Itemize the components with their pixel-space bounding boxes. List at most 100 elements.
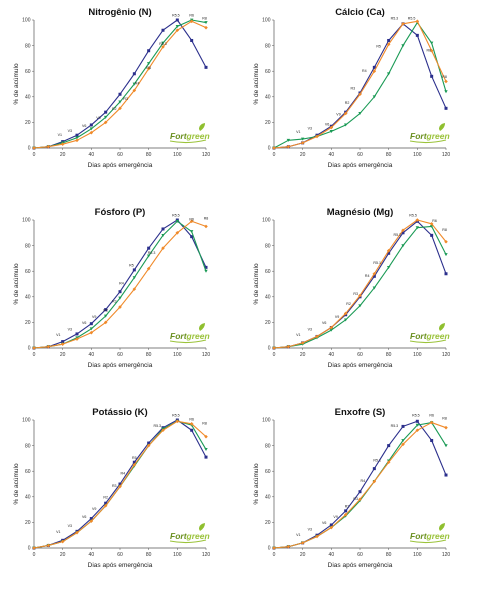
data-point: [315, 534, 319, 539]
x-axis-label: Dias após emergência: [88, 562, 153, 569]
y-tick-label: 20: [25, 520, 31, 526]
x-axis-label: Dias após emergência: [328, 162, 393, 169]
chart-title: Potássio (K): [92, 407, 147, 418]
y-tick-label: 40: [25, 495, 31, 501]
data-point: [75, 332, 79, 336]
data-point: [343, 512, 348, 517]
y-tick-label: 80: [25, 243, 31, 249]
fortgreen-logo: Fortgreen: [169, 523, 210, 544]
stage-label: R3: [351, 87, 356, 91]
stage-label: V9: [336, 112, 340, 116]
y-tick-label: 60: [25, 469, 31, 475]
data-point: [329, 328, 334, 332]
stage-label: V1: [296, 333, 300, 337]
fortgreen-logo: Fortgreen: [169, 323, 210, 344]
x-tick-label: 80: [386, 352, 392, 358]
data-point: [415, 428, 420, 433]
x-tick-label: 60: [117, 152, 123, 158]
stage-label: R8: [204, 216, 209, 220]
data-point: [358, 112, 362, 116]
data-point: [430, 74, 434, 78]
chart-title: Magnésio (Mg): [327, 207, 394, 218]
data-point: [329, 129, 334, 133]
data-point: [401, 442, 405, 447]
data-point: [161, 45, 165, 49]
data-point: [118, 482, 122, 486]
data-point: [401, 22, 405, 26]
data-point: [190, 235, 194, 239]
data-point: [46, 344, 51, 349]
stage-label: R5.3: [159, 42, 167, 46]
stage-label: R4: [361, 479, 366, 483]
brand-swoosh: [169, 339, 207, 344]
stage-label: R5.3: [393, 233, 401, 237]
stage-label: R5.5: [172, 14, 180, 18]
stage-label: R5.3: [391, 16, 399, 20]
stage-label: R2: [345, 505, 350, 509]
data-point: [329, 525, 334, 530]
x-axis-label: Dias após emergência: [328, 362, 393, 369]
stage-label: R5.5: [172, 414, 180, 418]
data-point: [429, 41, 434, 45]
stage-label: R2: [103, 496, 108, 500]
y-tick-label: 60: [265, 69, 271, 75]
brand-text-fort: Fort: [410, 531, 428, 541]
brand-swoosh: [409, 539, 447, 544]
series-line: [273, 22, 447, 149]
y-tick-label: 100: [22, 18, 31, 24]
data-point: [444, 79, 448, 84]
stage-label: V3: [68, 328, 72, 332]
data-point: [46, 144, 51, 149]
y-tick-label: 20: [265, 120, 271, 126]
series-line: [273, 20, 447, 149]
data-point: [46, 543, 51, 548]
brand-swoosh: [409, 339, 447, 344]
stage-label: R5.5: [409, 214, 417, 218]
brand-text-fort: Fort: [170, 531, 188, 541]
data-point: [286, 544, 291, 549]
x-tick-label: 40: [329, 352, 335, 358]
stage-label: R5: [146, 66, 151, 70]
data-point: [175, 25, 180, 28]
data-point: [146, 62, 151, 66]
fortgreen-logo: Fortgreen: [409, 523, 450, 544]
chart-title: Enxofre (S): [335, 407, 386, 418]
stage-label: R3: [353, 292, 358, 296]
x-tick-label: 80: [146, 152, 152, 158]
data-point: [175, 18, 179, 22]
data-point: [118, 296, 122, 300]
y-tick-label: 80: [265, 443, 271, 449]
stage-label: V6: [82, 124, 86, 128]
data-point: [89, 327, 94, 331]
y-tick-label: 0: [28, 546, 31, 552]
fortgreen-logo: Fortgreen: [409, 323, 450, 344]
fortgreen-logo: Fortgreen: [409, 123, 450, 144]
stage-label: R4: [365, 274, 370, 278]
brand-text-green: green: [186, 531, 210, 541]
brand-text: Fortgreen: [170, 531, 210, 541]
stage-label: V9: [96, 116, 100, 120]
data-point: [204, 25, 208, 30]
data-point: [372, 271, 377, 276]
brand-leaf-icon: [439, 523, 445, 531]
data-point: [372, 95, 377, 99]
stage-label: R5.5: [412, 414, 420, 418]
data-point: [75, 133, 79, 137]
chart-enxofre: Enxofre (S) 0 20 40 60 80 100 0 20 40 60 80 100 120 Di…: [240, 400, 480, 600]
y-tick-label: 20: [25, 120, 31, 126]
x-tick-label: 120: [442, 552, 451, 558]
y-tick-label: 80: [265, 243, 271, 249]
brand-text-green: green: [426, 531, 450, 541]
x-tick-label: 0: [33, 552, 36, 558]
data-point: [315, 134, 319, 139]
data-point: [204, 448, 208, 452]
stage-label: R6: [432, 219, 437, 223]
stage-label: V3: [308, 528, 312, 532]
x-tick-label: 20: [300, 352, 306, 358]
data-point: [146, 254, 151, 258]
y-tick-label: 80: [25, 443, 31, 449]
y-tick-label: 100: [262, 18, 271, 24]
data-point: [386, 460, 391, 465]
y-axis-label: % de acúmulo: [253, 63, 260, 105]
data-point: [61, 340, 65, 344]
